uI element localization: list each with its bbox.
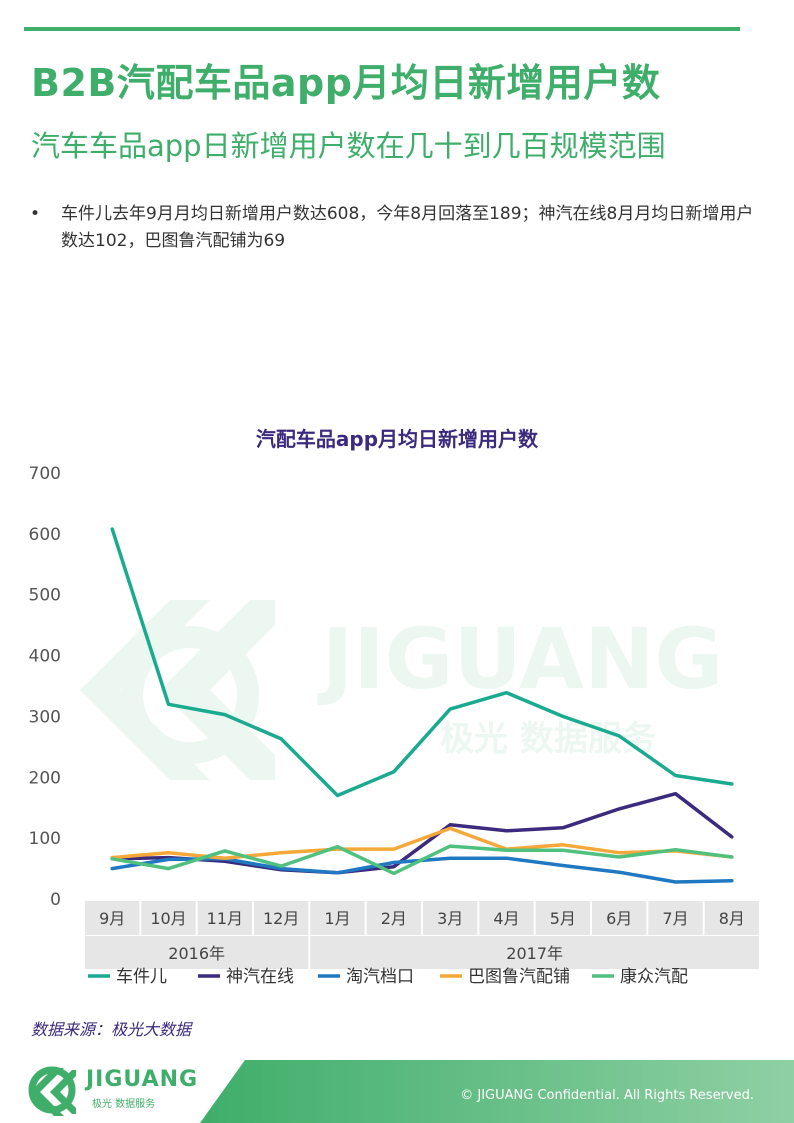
x-tick-label: 11月 bbox=[207, 909, 243, 928]
x-category-cell bbox=[479, 901, 534, 935]
x-tick-label: 10月 bbox=[150, 909, 186, 928]
page-title: B2B汽配车品app月均日新增用户数 bbox=[31, 61, 661, 105]
series-line-康众汽配 bbox=[110, 844, 734, 876]
x-category-cell bbox=[535, 901, 590, 935]
x-category-cell bbox=[197, 901, 252, 935]
bullet-icon: • bbox=[30, 204, 41, 224]
x-tick-label: 9月 bbox=[99, 909, 125, 928]
x-tick-label: 7月 bbox=[662, 909, 688, 928]
x-tick-label: 3月 bbox=[437, 909, 463, 928]
y-tick-label: 0 bbox=[50, 890, 61, 910]
jiguang-logo-icon bbox=[28, 1066, 76, 1116]
series-line-淘汽档口 bbox=[110, 856, 734, 884]
x-category-cell bbox=[310, 901, 365, 935]
x-tick-label: 1月 bbox=[324, 909, 350, 928]
legend-label: 神汽在线 bbox=[226, 967, 294, 987]
legend-label: 车件儿 bbox=[116, 967, 167, 987]
x-category-cell bbox=[85, 901, 140, 935]
y-tick-label: 400 bbox=[29, 647, 61, 667]
copyright-text: © JIGUANG Confidential. All Rights Reser… bbox=[460, 1088, 754, 1103]
footer-band bbox=[200, 1060, 794, 1123]
logo-subtext: 极光 数据服务 bbox=[92, 1099, 156, 1110]
x-category-cell bbox=[254, 901, 309, 935]
x-category-cell bbox=[366, 901, 421, 935]
chart-title: 汽配车品app月均日新增用户数 bbox=[255, 427, 539, 451]
x-tick-label: 5月 bbox=[550, 909, 576, 928]
series-line-巴图鲁汽配铺 bbox=[110, 826, 734, 860]
y-tick-label: 600 bbox=[29, 525, 61, 545]
page-subtitle: 汽车车品app日新增用户数在几十到几百规模范围 bbox=[31, 129, 666, 163]
x-tick-label: 12月 bbox=[263, 909, 299, 928]
y-tick-label: 200 bbox=[29, 768, 61, 788]
y-tick-label: 300 bbox=[29, 707, 61, 727]
x-category-cell bbox=[141, 901, 196, 935]
x-year-cell bbox=[310, 936, 759, 969]
x-category-cell bbox=[592, 901, 647, 935]
x-year-cell bbox=[85, 936, 309, 969]
x-tick-label: 4月 bbox=[493, 909, 519, 928]
line-chart: 0 100 200 300 400 500 600 700 9月 10月 11月 12月 1月 2月 3月 4… bbox=[29, 464, 759, 987]
top-rule bbox=[24, 27, 740, 31]
x-category-cell bbox=[648, 901, 703, 935]
data-source: 数据来源：极光大数据 bbox=[31, 1020, 192, 1039]
logo-text: JIGUANG bbox=[86, 1067, 199, 1092]
x-category-cell bbox=[704, 901, 759, 935]
bullet-point: • 车件儿去年9月月均日新增用户数达608，今年8月回落至189；神汽在线8月月… bbox=[30, 201, 760, 255]
y-tick-label: 100 bbox=[29, 829, 61, 849]
series-line-神汽在线 bbox=[110, 791, 734, 875]
series-line-车件儿 bbox=[110, 527, 734, 798]
x-tick-label: 2月 bbox=[381, 909, 407, 928]
bullet-text: 车件儿去年9月月均日新增用户数达608，今年8月回落至189；神汽在线8月月均日… bbox=[61, 204, 754, 251]
y-tick-label: 500 bbox=[29, 586, 61, 606]
legend-label: 巴图鲁汽配铺 bbox=[468, 967, 570, 987]
x-year-label: 2016年 bbox=[168, 944, 225, 963]
x-category-cell bbox=[423, 901, 478, 935]
legend-label: 淘汽档口 bbox=[346, 967, 414, 987]
x-tick-label: 6月 bbox=[606, 909, 632, 928]
y-tick-label: 700 bbox=[29, 464, 61, 484]
legend-label: 康众汽配 bbox=[620, 967, 688, 987]
x-tick-label: 8月 bbox=[719, 909, 745, 928]
x-year-label: 2017年 bbox=[506, 944, 563, 963]
